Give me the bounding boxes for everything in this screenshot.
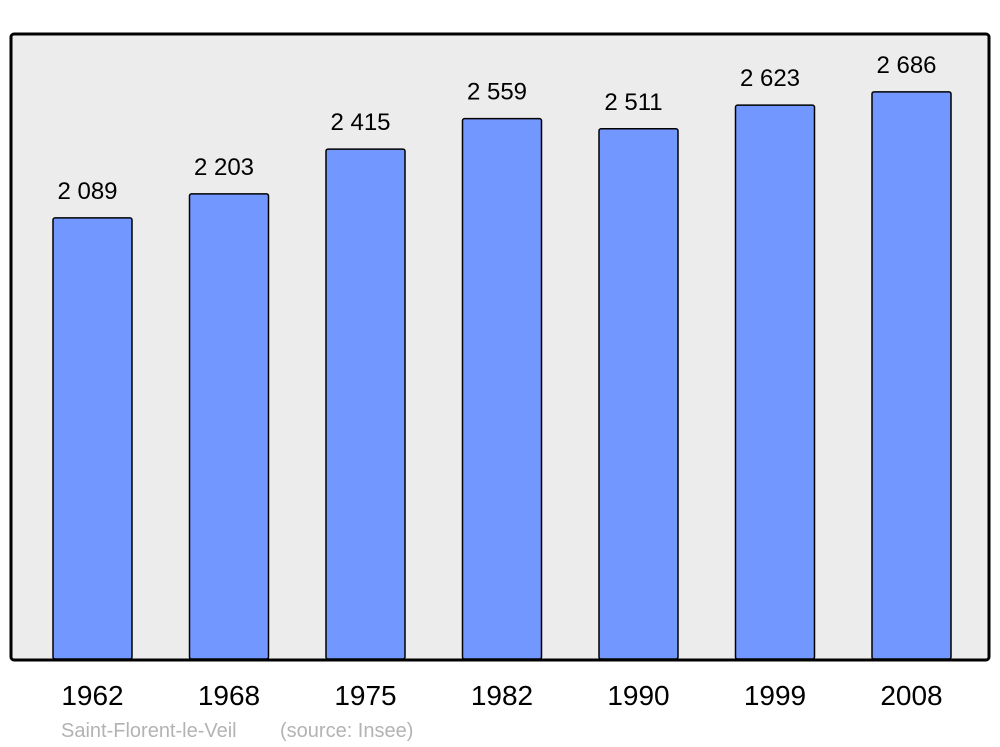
x-tick-1982: 1982 [471, 680, 533, 711]
x-tick-2008: 2008 [880, 680, 942, 711]
data-label-1990: 2 511 [604, 89, 662, 116]
data-label-2008: 2 686 [876, 52, 936, 79]
bar-1962 [52, 217, 133, 660]
bar-1975 [325, 148, 406, 660]
x-tick-1999: 1999 [744, 680, 806, 711]
data-label-1999: 2 623 [740, 65, 800, 92]
x-tick-1962: 1962 [61, 680, 123, 711]
data-label-1975: 2 415 [330, 109, 390, 136]
bar-1982 [461, 117, 543, 660]
bar-2008 [871, 91, 952, 660]
footer-source: (source: Insee) [280, 720, 413, 742]
x-tick-1990: 1990 [607, 680, 669, 711]
data-label-1962: 2 089 [57, 178, 117, 205]
data-label-1982: 2 559 [467, 79, 527, 106]
x-tick-1975: 1975 [334, 680, 396, 711]
bar-1968 [188, 193, 270, 660]
x-tick-1968: 1968 [198, 680, 260, 711]
footer-place: Saint-Florent-le-Veil [61, 720, 237, 742]
data-label-1968: 2 203 [194, 154, 254, 181]
bar-1990 [598, 128, 679, 660]
bar-1999 [734, 104, 816, 660]
